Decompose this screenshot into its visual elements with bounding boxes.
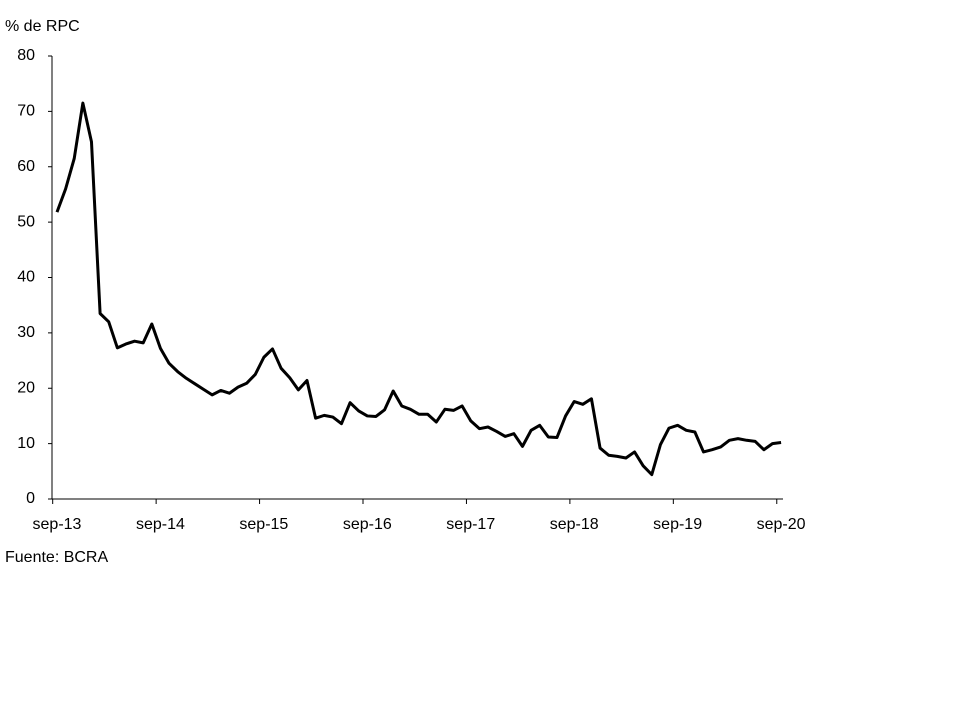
x-tick-label: sep-16	[343, 516, 392, 533]
x-tick-label: sep-19	[653, 516, 702, 533]
source-note: Fuente: BCRA	[5, 549, 108, 566]
x-tick-label: sep-20	[757, 516, 806, 533]
y-tick-label: 30	[17, 324, 35, 341]
y-tick-label: 70	[17, 103, 35, 120]
y-tick-label: 80	[17, 47, 35, 64]
x-tick-label: sep-13	[33, 516, 82, 533]
x-tick-label: sep-17	[446, 516, 495, 533]
y-tick-label: 0	[26, 490, 35, 507]
x-tick-label: sep-18	[550, 516, 599, 533]
y-tick-label: 10	[17, 435, 35, 452]
y-tick-label: 50	[17, 213, 35, 230]
y-tick-label: 40	[17, 269, 35, 286]
x-tick-label: sep-14	[136, 516, 185, 533]
y-tick-label: 60	[17, 158, 35, 175]
line-series	[55, 101, 782, 477]
x-tick-label: sep-15	[239, 516, 288, 533]
y-tick-label: 20	[17, 379, 35, 396]
y-axis-label: % de RPC	[5, 18, 80, 35]
